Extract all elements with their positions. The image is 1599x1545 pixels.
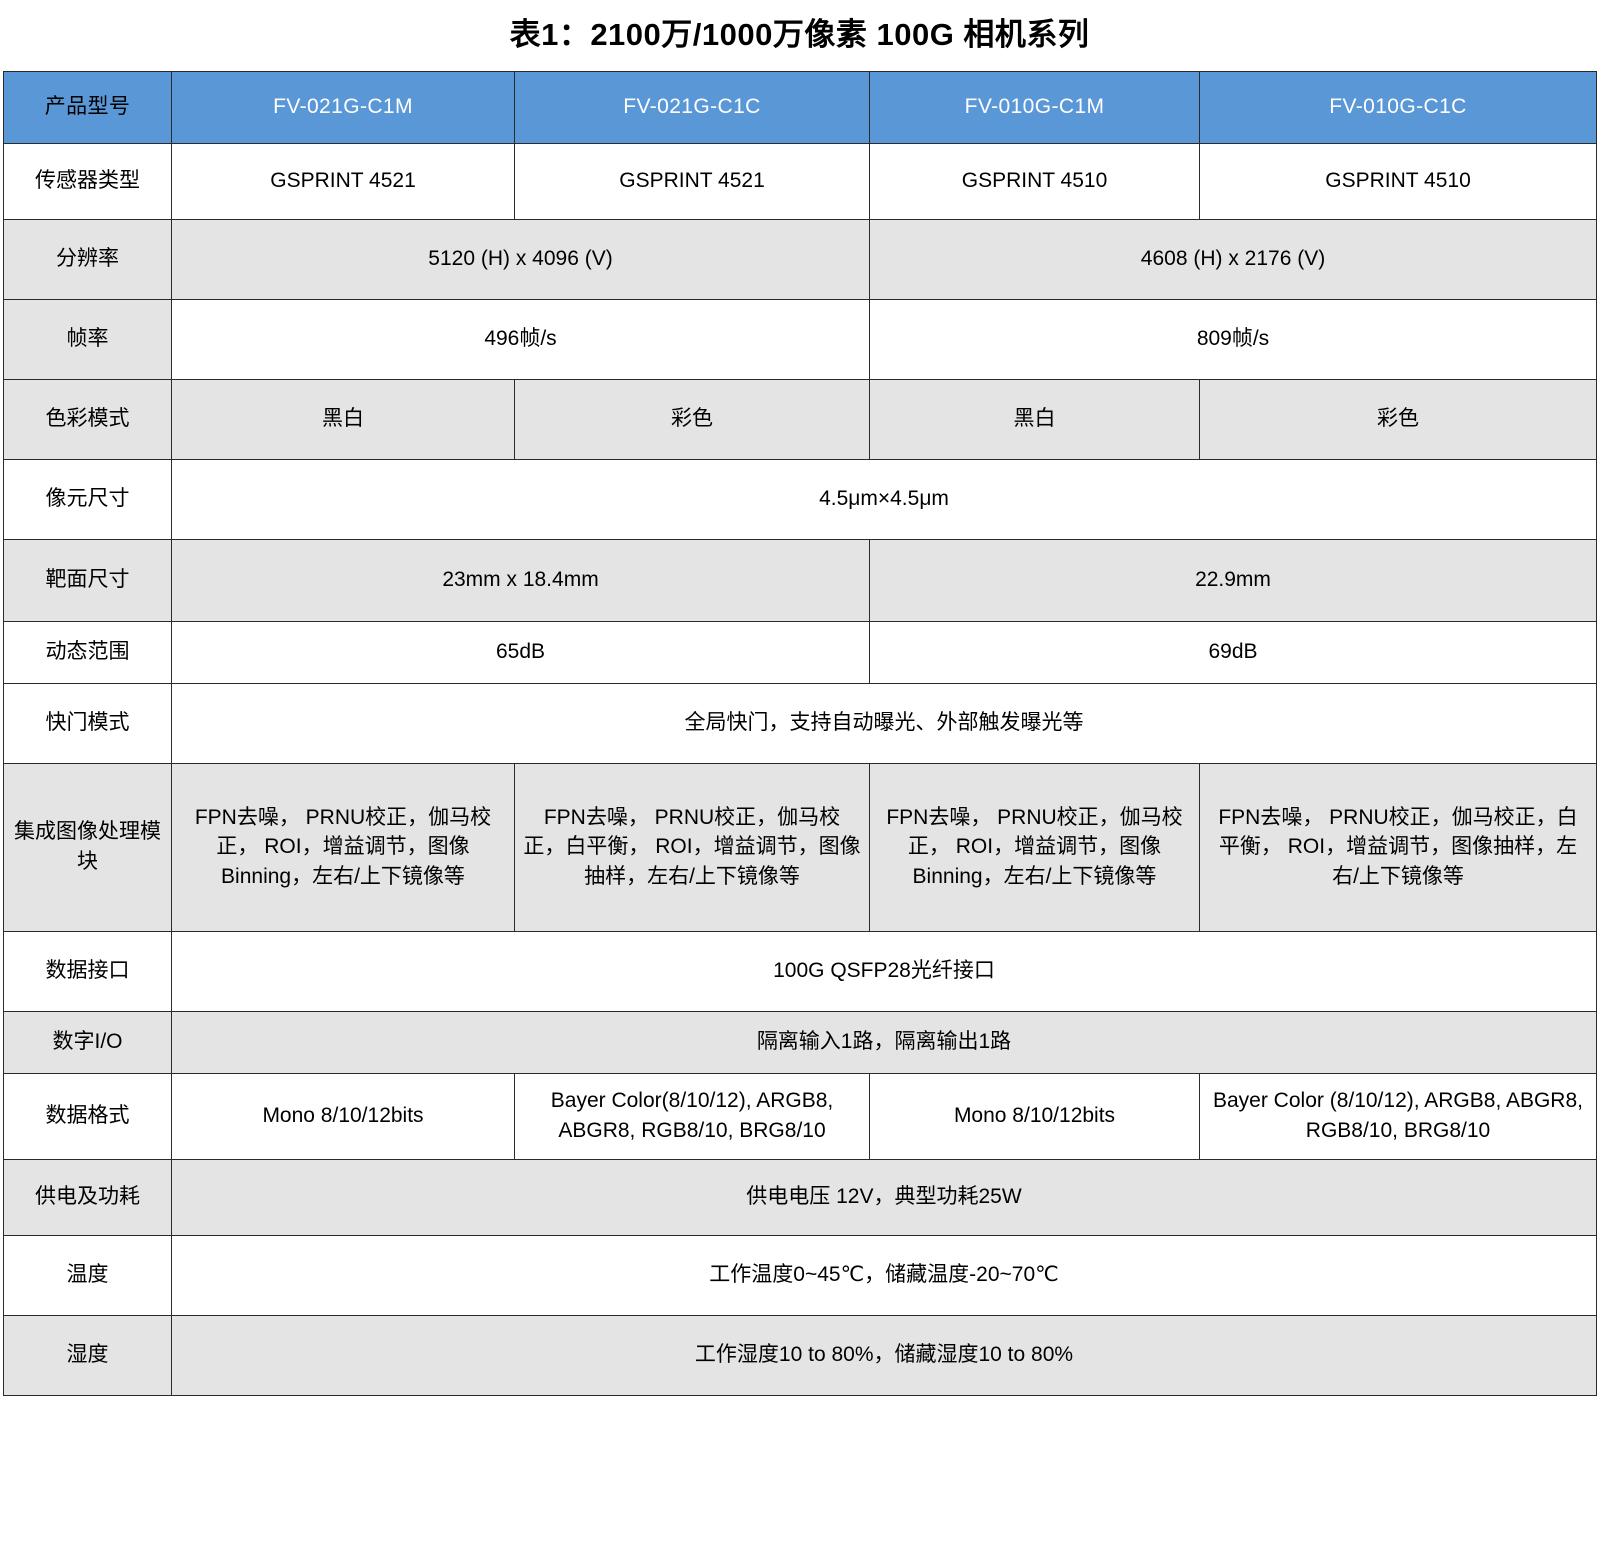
table-row-frame-rate: 帧率 496帧/s 809帧/s bbox=[3, 298, 1597, 380]
header-model-3: FV-010G-C1M bbox=[869, 70, 1200, 144]
cell-shutter-mode: 全局快门，支持自动曝光、外部触发曝光等 bbox=[171, 682, 1597, 764]
row-label-frame-rate: 帧率 bbox=[3, 298, 172, 380]
cell-resolution-left: 5120 (H) x 4096 (V) bbox=[171, 218, 870, 300]
cell-isp-module-2: FPN去噪， PRNU校正，伽马校正，白平衡， ROI，增益调节，图像抽样，左右… bbox=[514, 762, 870, 932]
cell-isp-module-1: FPN去噪， PRNU校正，伽马校正， ROI，增益调节，图像Binning，左… bbox=[171, 762, 515, 932]
table-row-data-format: 数据格式 Mono 8/10/12bits Bayer Color(8/10/1… bbox=[3, 1072, 1597, 1160]
cell-frame-rate-right: 809帧/s bbox=[869, 298, 1597, 380]
cell-data-interface: 100G QSFP28光纤接口 bbox=[171, 930, 1597, 1012]
row-label-temperature: 温度 bbox=[3, 1234, 172, 1316]
cell-sensor-type-1: GSPRINT 4521 bbox=[171, 142, 515, 220]
cell-humidity: 工作湿度10 to 80%，储藏湿度10 to 80% bbox=[171, 1314, 1597, 1396]
table-row-target-size: 靶面尺寸 23mm x 18.4mm 22.9mm bbox=[3, 538, 1597, 622]
row-label-pixel-size: 像元尺寸 bbox=[3, 458, 172, 540]
row-label-color-mode: 色彩模式 bbox=[3, 378, 172, 460]
table-body: 传感器类型 GSPRINT 4521 GSPRINT 4521 GSPRINT … bbox=[3, 142, 1597, 1396]
cell-sensor-type-2: GSPRINT 4521 bbox=[514, 142, 870, 220]
cell-digital-io: 隔离输入1路，隔离输出1路 bbox=[171, 1010, 1597, 1074]
cell-power: 供电电压 12V，典型功耗25W bbox=[171, 1158, 1597, 1236]
row-label-digital-io: 数字I/O bbox=[3, 1010, 172, 1074]
cell-temperature: 工作温度0~45℃，储藏温度-20~70℃ bbox=[171, 1234, 1597, 1316]
cell-frame-rate-left: 496帧/s bbox=[171, 298, 870, 380]
table-row-resolution: 分辨率 5120 (H) x 4096 (V) 4608 (H) x 2176 … bbox=[3, 218, 1597, 300]
table-row-pixel-size: 像元尺寸 4.5μm×4.5μm bbox=[3, 458, 1597, 540]
cell-data-format-1: Mono 8/10/12bits bbox=[171, 1072, 515, 1160]
header-model-2: FV-021G-C1C bbox=[514, 70, 870, 144]
camera-spec-table: 产品型号 FV-021G-C1M FV-021G-C1C FV-010G-C1M… bbox=[3, 70, 1597, 1396]
cell-isp-module-3: FPN去噪， PRNU校正，伽马校正， ROI，增益调节，图像Binning，左… bbox=[869, 762, 1200, 932]
table-row-temperature: 温度 工作温度0~45℃，储藏温度-20~70℃ bbox=[3, 1234, 1597, 1316]
cell-isp-module-4: FPN去噪， PRNU校正，伽马校正，白平衡， ROI，增益调节，图像抽样，左右… bbox=[1199, 762, 1597, 932]
row-label-target-size: 靶面尺寸 bbox=[3, 538, 172, 622]
cell-data-format-4: Bayer Color (8/10/12), ARGB8, ABGR8, RGB… bbox=[1199, 1072, 1597, 1160]
table-row-sensor-type: 传感器类型 GSPRINT 4521 GSPRINT 4521 GSPRINT … bbox=[3, 142, 1597, 220]
cell-data-format-3: Mono 8/10/12bits bbox=[869, 1072, 1200, 1160]
row-label-humidity: 湿度 bbox=[3, 1314, 172, 1396]
row-label-isp-module: 集成图像处理模块 bbox=[3, 762, 172, 932]
cell-sensor-type-4: GSPRINT 4510 bbox=[1199, 142, 1597, 220]
table-header: 产品型号 FV-021G-C1M FV-021G-C1C FV-010G-C1M… bbox=[3, 70, 1597, 144]
cell-pixel-size: 4.5μm×4.5μm bbox=[171, 458, 1597, 540]
table-row-data-interface: 数据接口 100G QSFP28光纤接口 bbox=[3, 930, 1597, 1012]
table-row-color-mode: 色彩模式 黑白 彩色 黑白 彩色 bbox=[3, 378, 1597, 460]
cell-resolution-right: 4608 (H) x 2176 (V) bbox=[869, 218, 1597, 300]
row-label-shutter-mode: 快门模式 bbox=[3, 682, 172, 764]
cell-dynamic-range-right: 69dB bbox=[869, 620, 1597, 684]
cell-sensor-type-3: GSPRINT 4510 bbox=[869, 142, 1200, 220]
cell-target-size-right: 22.9mm bbox=[869, 538, 1597, 622]
table-row-shutter-mode: 快门模式 全局快门，支持自动曝光、外部触发曝光等 bbox=[3, 682, 1597, 764]
row-label-data-format: 数据格式 bbox=[3, 1072, 172, 1160]
table-row-humidity: 湿度 工作湿度10 to 80%，储藏湿度10 to 80% bbox=[3, 1314, 1597, 1396]
row-label-resolution: 分辨率 bbox=[3, 218, 172, 300]
header-label-product-model: 产品型号 bbox=[3, 70, 172, 144]
cell-color-mode-1: 黑白 bbox=[171, 378, 515, 460]
row-label-dynamic-range: 动态范围 bbox=[3, 620, 172, 684]
cell-color-mode-3: 黑白 bbox=[869, 378, 1200, 460]
cell-dynamic-range-left: 65dB bbox=[171, 620, 870, 684]
cell-target-size-left: 23mm x 18.4mm bbox=[171, 538, 870, 622]
table-row-isp-module: 集成图像处理模块 FPN去噪， PRNU校正，伽马校正， ROI，增益调节，图像… bbox=[3, 762, 1597, 932]
row-label-sensor-type: 传感器类型 bbox=[3, 142, 172, 220]
row-label-data-interface: 数据接口 bbox=[3, 930, 172, 1012]
page-title: 表1：2100万/1000万像素 100G 相机系列 bbox=[509, 17, 1090, 52]
table-row-digital-io: 数字I/O 隔离输入1路，隔离输出1路 bbox=[3, 1010, 1597, 1074]
cell-color-mode-4: 彩色 bbox=[1199, 378, 1597, 460]
header-row: 产品型号 FV-021G-C1M FV-021G-C1C FV-010G-C1M… bbox=[3, 70, 1597, 144]
cell-data-format-2: Bayer Color(8/10/12), ARGB8, ABGR8, RGB8… bbox=[514, 1072, 870, 1160]
table-row-power: 供电及功耗 供电电压 12V，典型功耗25W bbox=[3, 1158, 1597, 1236]
table-row-dynamic-range: 动态范围 65dB 69dB bbox=[3, 620, 1597, 684]
cell-color-mode-2: 彩色 bbox=[514, 378, 870, 460]
row-label-power: 供电及功耗 bbox=[3, 1158, 172, 1236]
header-model-1: FV-021G-C1M bbox=[171, 70, 515, 144]
header-model-4: FV-010G-C1C bbox=[1199, 70, 1597, 144]
